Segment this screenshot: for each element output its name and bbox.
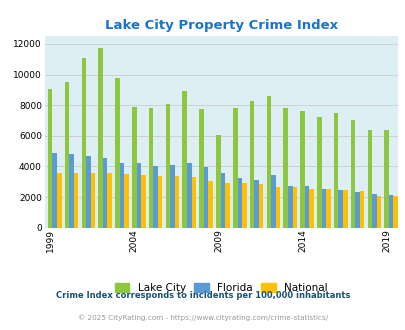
Title: Lake City Property Crime Index: Lake City Property Crime Index — [104, 19, 337, 32]
Text: Crime Index corresponds to incidents per 100,000 inhabitants: Crime Index corresponds to incidents per… — [55, 291, 350, 300]
Bar — [65, 82, 69, 228]
Text: © 2025 CityRating.com - https://www.cityrating.com/crime-statistics/: © 2025 CityRating.com - https://www.city… — [78, 314, 327, 321]
Bar — [367, 130, 371, 228]
Bar — [199, 109, 203, 228]
Bar — [338, 190, 342, 228]
Bar — [215, 135, 220, 228]
Bar — [158, 176, 162, 228]
Bar — [191, 177, 196, 228]
Bar — [241, 183, 246, 228]
Bar — [325, 189, 330, 228]
Bar — [182, 91, 187, 228]
Bar — [220, 173, 225, 228]
Bar — [384, 130, 388, 228]
Bar — [258, 184, 263, 228]
Bar — [52, 153, 57, 228]
Bar — [342, 190, 347, 228]
Bar — [81, 58, 86, 228]
Bar — [74, 173, 78, 228]
Bar — [392, 196, 397, 228]
Bar — [119, 163, 124, 228]
Bar — [316, 117, 321, 228]
Bar — [187, 163, 191, 228]
Bar — [208, 181, 212, 228]
Bar — [57, 173, 62, 228]
Bar — [136, 163, 141, 228]
Bar — [275, 187, 279, 228]
Bar — [132, 107, 136, 228]
Bar — [354, 192, 359, 228]
Bar — [321, 189, 325, 228]
Bar — [333, 113, 338, 228]
Bar — [141, 175, 145, 228]
Bar — [103, 158, 107, 228]
Bar — [388, 195, 392, 228]
Bar — [165, 104, 170, 228]
Bar — [90, 173, 95, 228]
Bar — [86, 156, 90, 228]
Bar — [266, 96, 271, 228]
Bar — [232, 108, 237, 228]
Bar — [309, 189, 313, 228]
Bar — [153, 166, 158, 228]
Bar — [174, 177, 179, 228]
Bar — [48, 89, 52, 228]
Bar — [283, 108, 287, 228]
Bar — [359, 191, 363, 228]
Bar — [376, 196, 380, 228]
Bar — [107, 173, 112, 228]
Bar — [300, 111, 304, 228]
Bar — [254, 180, 258, 228]
Bar — [304, 186, 309, 228]
Bar — [237, 178, 241, 228]
Bar — [98, 48, 103, 228]
Bar — [203, 167, 208, 228]
Bar — [115, 78, 119, 228]
Legend: Lake City, Florida, National: Lake City, Florida, National — [113, 281, 329, 295]
Bar — [225, 182, 229, 228]
Bar — [69, 154, 74, 228]
Bar — [170, 165, 174, 228]
Bar — [124, 174, 128, 228]
Bar — [249, 101, 254, 228]
Bar — [350, 120, 354, 228]
Bar — [271, 175, 275, 228]
Bar — [292, 187, 296, 228]
Bar — [149, 108, 153, 228]
Bar — [287, 185, 292, 228]
Bar — [371, 194, 376, 228]
